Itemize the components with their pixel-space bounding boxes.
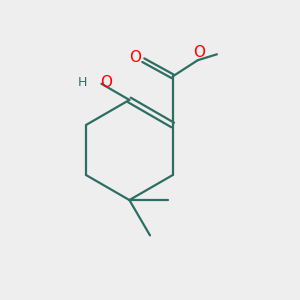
- Text: O: O: [193, 45, 205, 60]
- Text: H: H: [77, 76, 87, 89]
- Text: O: O: [129, 50, 141, 65]
- Text: O: O: [100, 75, 112, 90]
